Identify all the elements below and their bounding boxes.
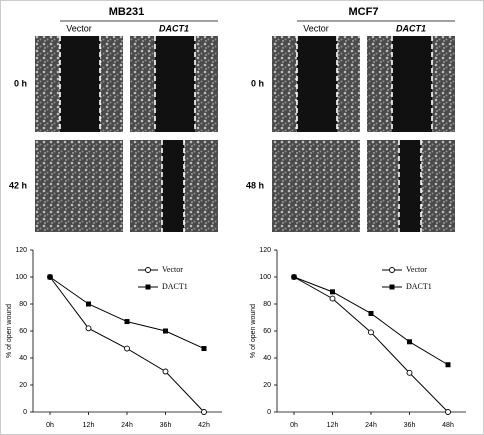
- point: [163, 328, 168, 334]
- point: [330, 289, 335, 295]
- y-tick-label: 60: [19, 328, 27, 335]
- legend-label: Vector: [162, 265, 183, 274]
- y-tick-label: 40: [19, 355, 27, 362]
- point: [406, 369, 413, 376]
- point: [368, 329, 374, 336]
- x-tick-label: 48h: [442, 422, 454, 429]
- wound-gap: [399, 140, 421, 232]
- y-axis-label: % of open wound: [250, 304, 257, 358]
- x-tick-label: 12h: [327, 422, 339, 429]
- y-tick-label: 20: [19, 382, 27, 389]
- point: [162, 368, 169, 375]
- y-tick-label: 60: [263, 328, 271, 335]
- point: [445, 362, 451, 368]
- legend-marker: [389, 267, 395, 273]
- row-label: 0 h: [14, 78, 27, 88]
- x-tick-label: 42h: [198, 422, 210, 429]
- wound-gap: [392, 36, 432, 132]
- wound-gap: [297, 36, 337, 132]
- x-tick-label: 0h: [46, 422, 54, 429]
- y-tick-label: 20: [263, 382, 271, 389]
- panel-title: MB231: [109, 6, 144, 18]
- y-tick-label: 100: [15, 274, 27, 281]
- x-tick-label: 24h: [365, 422, 377, 429]
- y-tick-label: 80: [19, 301, 27, 308]
- column-label: Vector: [303, 23, 329, 33]
- point: [85, 325, 92, 332]
- y-tick-label: 40: [263, 355, 271, 362]
- point: [86, 301, 91, 307]
- panel-title: MCF7: [349, 6, 379, 18]
- point: [201, 409, 207, 415]
- point: [407, 339, 412, 345]
- wound-gap: [155, 36, 195, 132]
- point: [124, 319, 130, 325]
- point: [445, 409, 451, 415]
- y-tick-label: 0: [267, 409, 271, 416]
- point: [329, 295, 336, 302]
- legend-marker: [389, 284, 395, 290]
- y-tick-label: 100: [259, 274, 271, 281]
- micrograph: [35, 140, 123, 232]
- column-label: DACT1: [396, 23, 426, 33]
- row-label: 0 h: [251, 78, 264, 88]
- row-label: 48 h: [246, 180, 264, 190]
- x-tick-label: 36h: [404, 422, 416, 429]
- micrograph: [272, 140, 360, 232]
- wound-gap: [60, 36, 100, 132]
- column-label: Vector: [66, 23, 92, 33]
- x-tick-label: 36h: [160, 422, 172, 429]
- y-tick-label: 0: [23, 409, 27, 416]
- column-label: DACT1: [159, 23, 189, 33]
- point: [368, 310, 374, 316]
- x-tick-label: 24h: [121, 422, 133, 429]
- legend-label: Vector: [406, 265, 427, 274]
- x-tick-label: 12h: [83, 422, 95, 429]
- legend-marker: [145, 284, 151, 290]
- row-label: 42 h: [9, 180, 27, 190]
- point: [201, 346, 207, 352]
- wound-gap: [162, 140, 184, 232]
- point: [291, 274, 297, 280]
- legend-label: DACT1: [162, 282, 188, 291]
- y-axis-label: % of open wound: [6, 304, 13, 358]
- legend-label: DACT1: [406, 282, 432, 291]
- y-tick-label: 80: [263, 301, 271, 308]
- x-tick-label: 0h: [290, 422, 298, 429]
- legend-marker: [145, 267, 151, 273]
- point: [124, 345, 130, 352]
- point: [47, 274, 53, 280]
- y-tick-label: 120: [15, 247, 27, 254]
- y-tick-label: 120: [259, 247, 271, 254]
